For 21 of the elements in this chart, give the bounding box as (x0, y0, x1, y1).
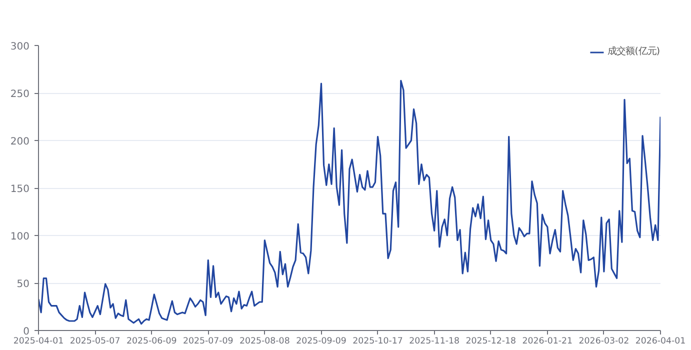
y-tick-label: 250 (10, 89, 30, 100)
x-tick-label: 2025-07-09 (182, 336, 234, 346)
x-tick-label: 2026-03-02 (578, 336, 630, 346)
y-tick-label: 0 (23, 326, 30, 338)
x-tick-label: 2025-11-18 (409, 336, 460, 346)
legend-label: 成交额(亿元) (608, 45, 660, 58)
x-tick-label: 2025-09-09 (296, 336, 346, 346)
x-tick-label: 2026-01-21 (522, 336, 573, 346)
line-series (38, 80, 660, 325)
x-tick-label: 2025-12-18 (466, 336, 516, 346)
x-tick-label: 2025-10-17 (352, 336, 403, 346)
x-tick-label: 2025-08-08 (240, 336, 290, 346)
y-tick-label: 100 (10, 232, 30, 242)
y-tick-label: 200 (10, 136, 30, 148)
y-tick-label: 150 (10, 184, 30, 195)
x-tick-label: 2025-04-01 (13, 336, 64, 346)
x-tick-label: 2025-06-09 (126, 336, 177, 346)
y-tick-label: 300 (10, 42, 30, 52)
x-tick-label: 2025-05-07 (70, 336, 120, 346)
x-tick-label: 2026-04-01 (635, 336, 686, 346)
y-tick-label: 50 (16, 279, 30, 290)
